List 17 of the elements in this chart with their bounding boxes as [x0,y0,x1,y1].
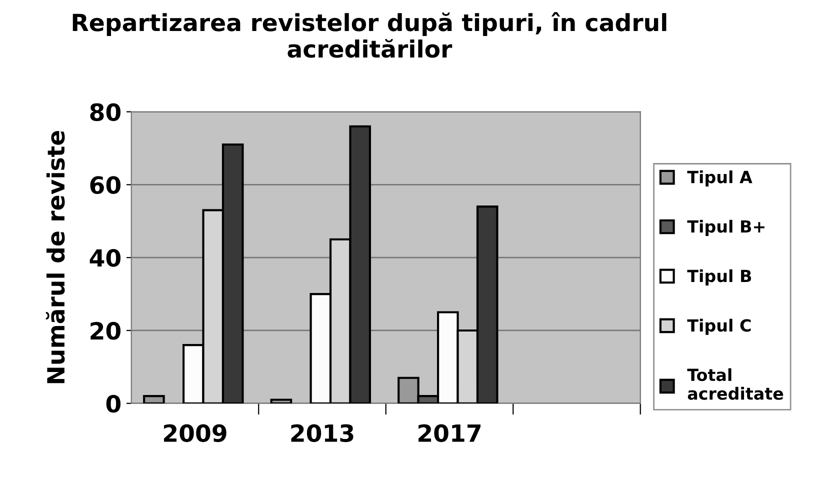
legend-label: Tipul B [687,269,752,286]
legend-label: Tipul C [687,318,751,335]
bar [143,395,165,404]
legend-label: Tipul B+ [687,220,764,236]
x-tick-label: 2017 [418,424,480,442]
y-tick-label: 0 [106,394,121,413]
x-tick-label: 2013 [291,424,354,442]
legend-label: Tipul A [687,170,752,187]
y-tick-label: 20 [90,322,121,340]
bar [270,398,292,404]
x-tick-label: 2009 [164,424,226,442]
y-tick-label: 80 [90,103,121,122]
y-tick-label: 60 [90,176,121,194]
chart-title: Repartizarea revistelor după tipuri, în cadrul acreditărilor [72,12,666,58]
y-axis-title: Numărul de reviste [46,130,65,384]
legend-label: Total acreditate [687,368,784,400]
y-tick-label: 40 [90,249,121,267]
